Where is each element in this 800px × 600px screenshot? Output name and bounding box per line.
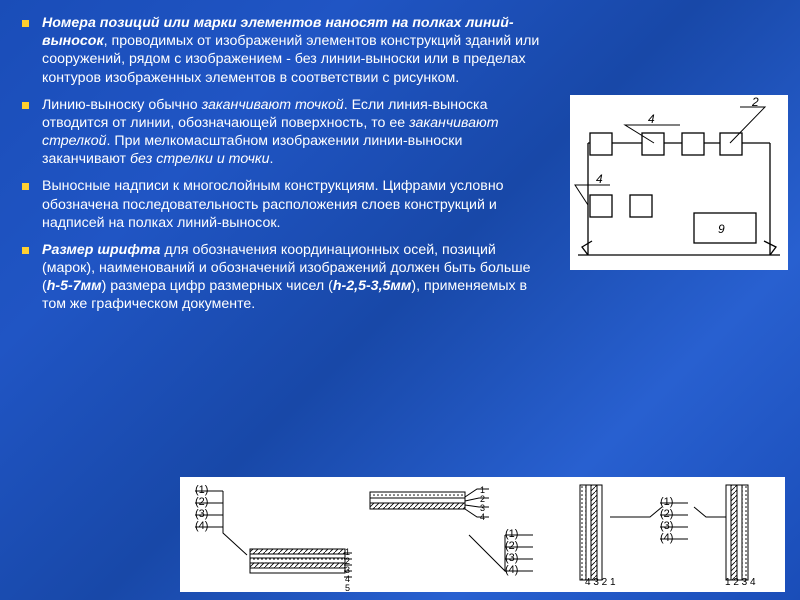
text-run: ) размера цифр размерных чисел ( xyxy=(102,278,333,294)
bullet-item: Номера позиций или марки элементов нанос… xyxy=(22,14,548,87)
text-run: , проводимых от изображений элементов ко… xyxy=(42,33,539,85)
slide-content: Номера позиций или марки элементов нанос… xyxy=(0,0,570,331)
text-run: h-5-7мм xyxy=(47,278,102,294)
text-run: Линию-выноску обычно xyxy=(42,97,202,113)
figure-top: 4 2 4 9 xyxy=(570,95,788,270)
svg-text:(2): (2) xyxy=(660,508,673,520)
text-run: Выносные надписи к многослойным конструк… xyxy=(42,178,504,230)
text-run: Размер шрифта xyxy=(42,242,160,258)
text-run: h-2,5-3,5мм xyxy=(333,278,412,294)
svg-text:(4): (4) xyxy=(660,532,673,544)
svg-text:4: 4 xyxy=(480,512,485,522)
leader-label: 9 xyxy=(718,222,725,236)
svg-text:(4): (4) xyxy=(195,520,208,532)
svg-text:(1): (1) xyxy=(660,496,673,508)
bullet-list: Номера позиций или марки элементов нанос… xyxy=(22,14,548,314)
leader-label: 4 xyxy=(596,172,603,186)
leader-label: 4 xyxy=(648,112,655,126)
svg-text:(1): (1) xyxy=(195,484,208,496)
bullet-item: Размер шрифта для обозначения координаци… xyxy=(22,241,548,314)
svg-text:(3): (3) xyxy=(660,520,673,532)
svg-text:(2): (2) xyxy=(505,540,518,552)
text-run: заканчивают точкой xyxy=(202,97,344,113)
bullet-item: Выносные надписи к многослойным конструк… xyxy=(22,177,548,232)
leader-label: 2 xyxy=(751,95,759,109)
svg-text:5: 5 xyxy=(345,583,350,592)
svg-text:(3): (3) xyxy=(505,552,518,564)
svg-text:(3): (3) xyxy=(195,508,208,520)
text-run: без стрелки и точки xyxy=(130,151,270,167)
svg-text:4 3 2 1: 4 3 2 1 xyxy=(585,577,616,588)
layers-drawing-icon: (1)(2)(3)(4)123451234(1)(2)(3)(4)(1)(2)(… xyxy=(180,477,785,592)
text-run: . xyxy=(270,151,274,167)
svg-text:(4): (4) xyxy=(505,564,518,576)
svg-text:(1): (1) xyxy=(505,528,518,540)
svg-text:(2): (2) xyxy=(195,496,208,508)
plan-drawing-icon: 4 2 4 9 xyxy=(570,95,788,270)
figure-bottom: (1)(2)(3)(4)123451234(1)(2)(3)(4)(1)(2)(… xyxy=(180,477,785,592)
bullet-item: Линию-выноску обычно заканчивают точкой.… xyxy=(22,96,548,169)
svg-text:1 2 3 4: 1 2 3 4 xyxy=(725,577,756,588)
